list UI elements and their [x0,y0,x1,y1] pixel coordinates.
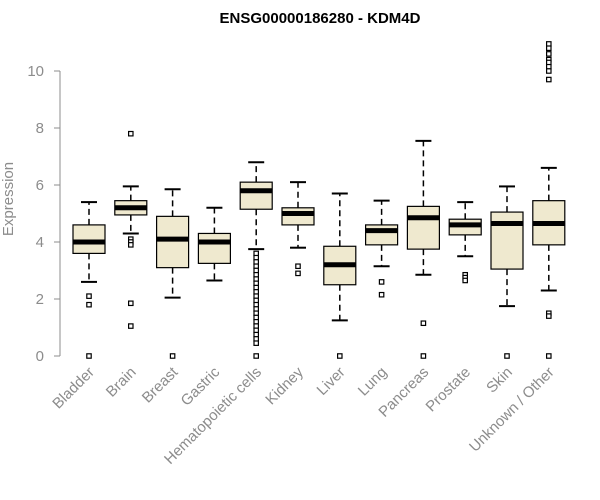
outlier-point [462,277,469,284]
outlier-point [545,51,552,57]
y-tick-label: 2 [36,291,44,308]
box-8 [406,139,440,359]
y-axis: 0 2 4 6 8 10 [27,63,61,365]
y-tick-label: 6 [36,177,44,194]
box-11 [532,41,566,359]
outlier-point [545,45,552,52]
outlier-point [169,353,176,359]
box-rect [197,232,231,264]
y-tick-label: 4 [36,234,44,251]
box-2 [156,188,190,359]
outlier-point [128,130,134,137]
box-rect [490,211,524,270]
box-1 [114,130,148,329]
y-tick-label: 0 [36,348,44,365]
box-0 [72,201,106,359]
outlier-point [545,353,552,359]
outlier-point [378,279,385,285]
box-rect [156,215,190,269]
box-5 [281,181,315,277]
outlier-point [253,340,260,346]
outlier-point [253,353,260,359]
x-tick-label: Brain [103,364,140,401]
outlier-point [295,270,301,277]
outlier-point [545,313,552,319]
outlier-point [295,263,301,270]
outlier-point [86,293,92,299]
box-rect [406,205,440,250]
x-tick-label: Breast [139,363,182,406]
box-rect [239,181,273,210]
outlier-point [545,76,552,83]
box-rect [281,207,315,226]
box-10 [490,185,524,359]
outlier-point [128,242,134,248]
x-tick-label: Skin [483,364,516,397]
outlier-point [504,353,510,359]
outlier-point [128,300,134,307]
chart-title: ENSG00000186280 - KDM4D [220,10,421,27]
box-4 [239,161,273,359]
x-tick-label: Bladder [49,364,98,413]
outlier-point [420,353,427,359]
box-rect [72,224,106,254]
box-rect [365,224,399,246]
box-9 [448,201,482,284]
x-tick-label: Liver [314,364,349,399]
outlier-point [545,68,552,74]
y-tick-label: 8 [36,120,44,137]
outlier-point [378,291,385,298]
y-tick-label: 10 [27,63,44,80]
outlier-point [86,301,92,308]
outlier-point [420,320,427,327]
y-axis-label: Expression [0,162,17,236]
x-tick-label: Kidney [262,363,307,408]
box-6 [323,192,357,359]
outlier-point [86,353,92,359]
x-tick-label: Lung [355,364,391,400]
x-tick-label: Prostate [422,364,474,416]
outlier-point [337,353,343,359]
box-3 [197,206,231,282]
outlier-point [128,323,134,329]
boxes-layer [72,41,566,359]
box-7 [365,199,399,298]
